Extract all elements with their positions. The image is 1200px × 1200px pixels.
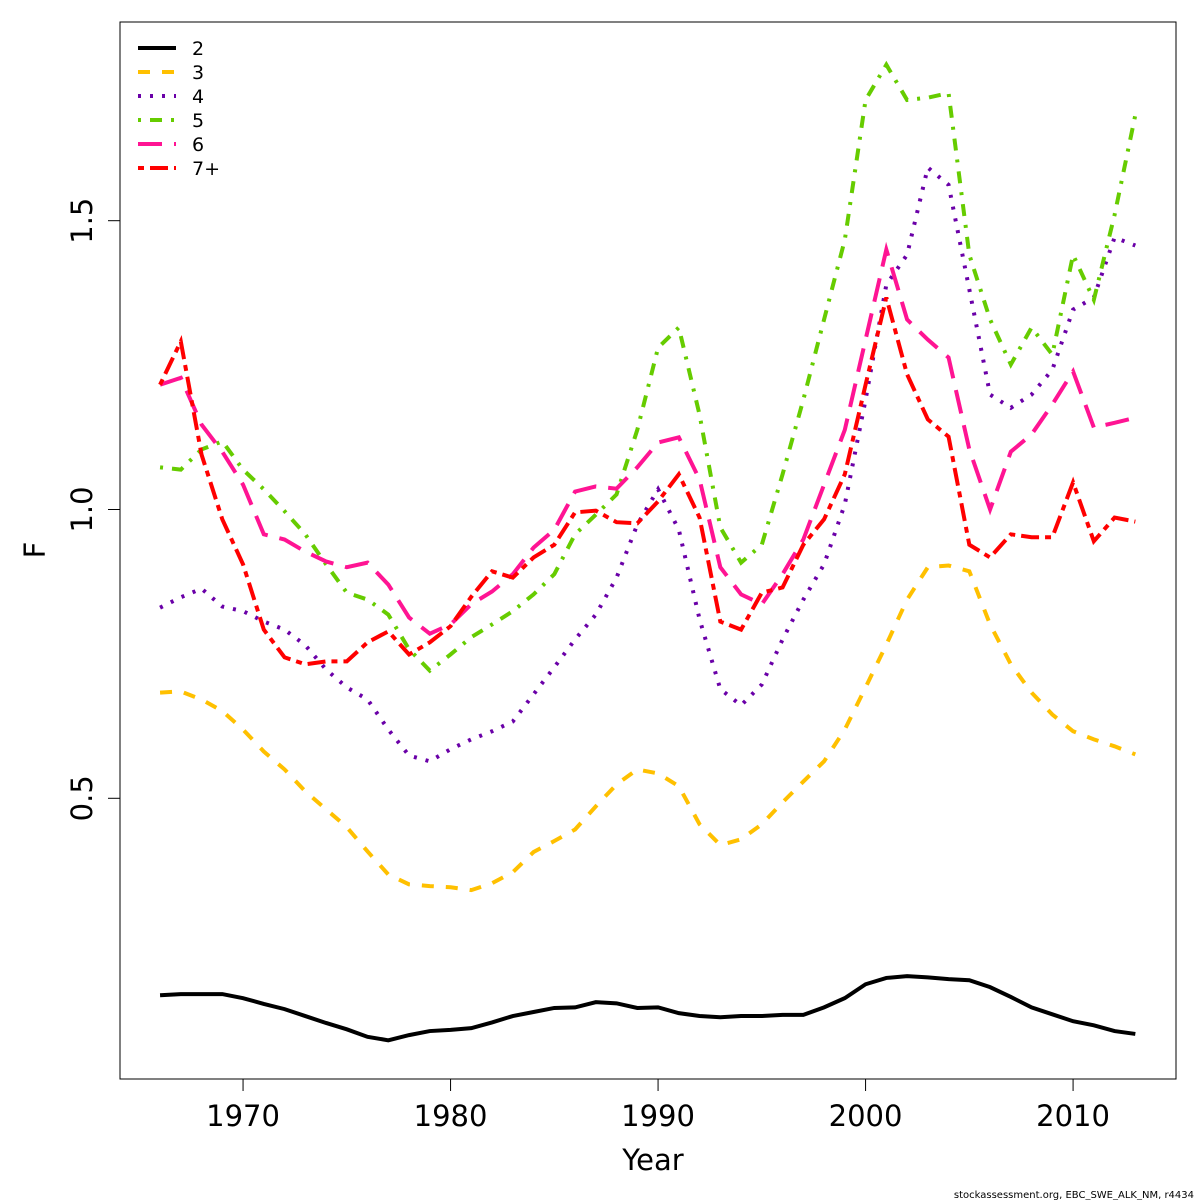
x-tick-label: 2000 (829, 1099, 903, 1133)
legend-label: 7+ (192, 158, 220, 180)
legend-label: 5 (192, 110, 204, 132)
x-tick-label: 1970 (206, 1099, 280, 1133)
legend-label: 3 (192, 62, 204, 84)
footer: stockassessment.org, EBC_SWE_ALK_NM, r44… (954, 1190, 1194, 1200)
series-line (159, 60, 1138, 674)
series-line (158, 296, 1136, 667)
x-tick-label: 1990 (621, 1099, 695, 1133)
y-axis-label: F (18, 542, 52, 559)
series-line (159, 563, 1137, 893)
series-line (159, 974, 1136, 1043)
plot-frame (119, 21, 1177, 1080)
series-line (159, 163, 1137, 764)
y-tick-label: 0.5 (65, 775, 99, 821)
x-tick-label: 1980 (414, 1099, 488, 1133)
legend-label: 2 (192, 38, 204, 60)
y-tick-label: 1.5 (65, 198, 99, 244)
y-tick-label: 1.0 (65, 486, 99, 532)
x-axis-label: Year (621, 1143, 683, 1177)
legend-label: 4 (192, 86, 204, 108)
legend-label: 6 (192, 134, 204, 156)
series-line (159, 241, 1136, 636)
x-tick-label: 2010 (1036, 1099, 1110, 1133)
